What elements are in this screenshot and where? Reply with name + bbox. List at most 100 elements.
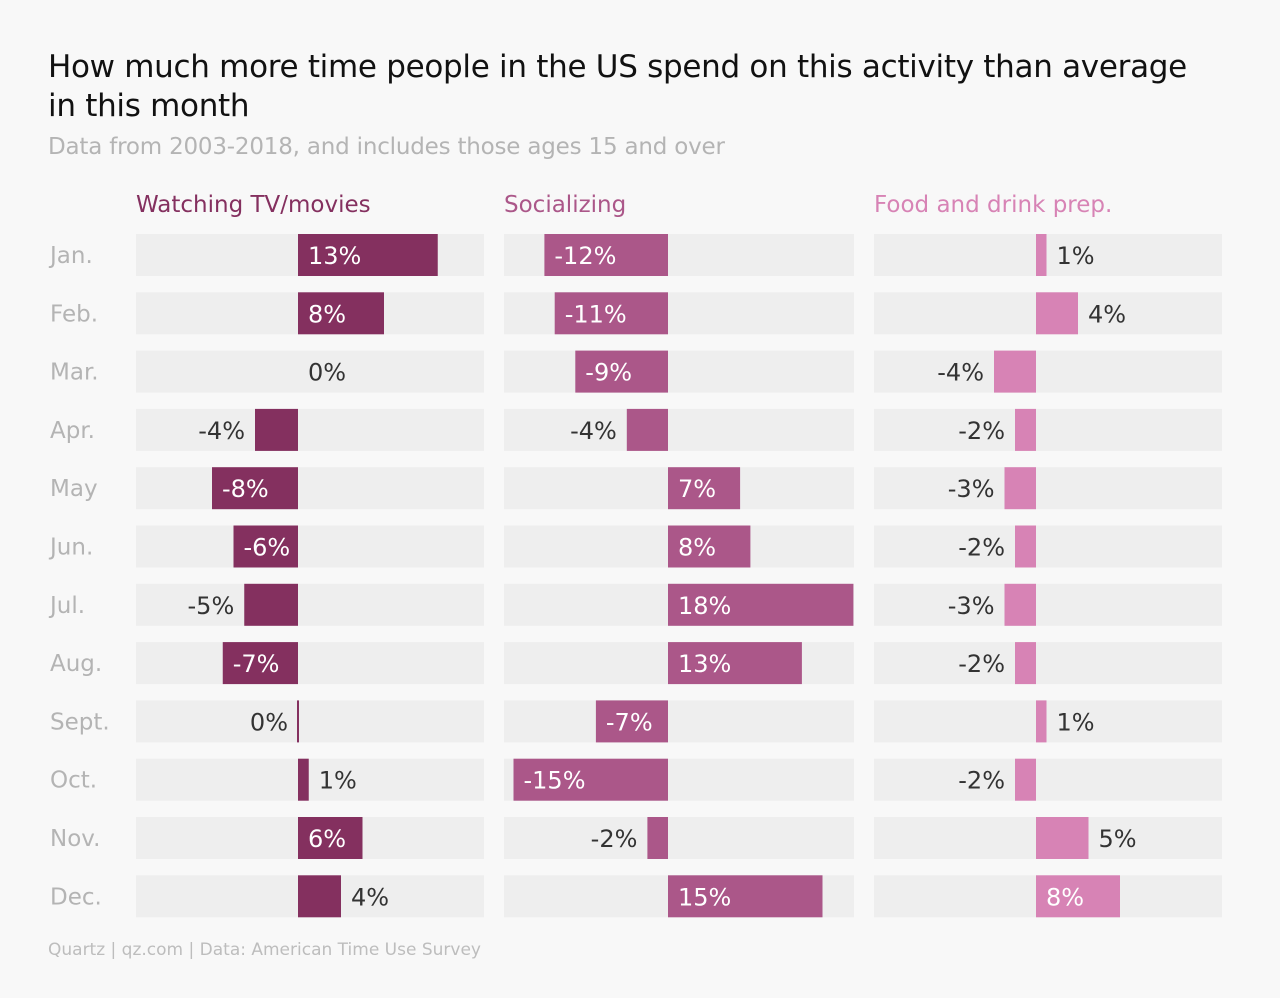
value-label: -4% [570,417,617,445]
month-label: Oct. [50,768,97,794]
bar-socializing [554,292,668,335]
value-label: 18% [678,592,731,620]
bar-watching-tv-movies [297,700,299,743]
value-label: -15% [524,767,586,795]
value-label: -7% [233,650,280,678]
value-label: -7% [606,708,653,736]
month-label: Aug. [50,651,102,677]
value-label: -6% [244,534,291,562]
bar-track [874,350,1222,393]
bar-track [874,700,1222,743]
panel-title-socializing: Socializing [504,192,626,218]
chart-subtitle: Data from 2003-2018, and includes those … [48,134,725,160]
value-label: -8% [222,475,269,503]
bar-watching-tv-movies [298,292,384,335]
bar-watching-tv-movies [255,408,298,451]
bar-watching-tv-movies [298,234,438,276]
bar-watching-tv-movies [298,817,363,859]
month-label: Feb. [50,301,98,327]
value-label: -2% [958,650,1005,678]
bar-track [136,700,484,743]
bar-watching-tv-movies [212,467,298,510]
bar-food-and-drink-prep [1004,467,1036,510]
bar-track [136,467,484,510]
bar-socializing [647,817,668,859]
value-label: -2% [958,417,1005,445]
bar-socializing [668,642,802,685]
panel-title-food-and-drink-prep: Food and drink prep. [874,192,1112,218]
bar-track [504,700,854,743]
bar-track [504,817,854,859]
bar-socializing [513,758,668,801]
bar-track [874,642,1222,685]
bar-track [874,525,1222,568]
value-label: 4% [1088,300,1126,328]
bar-food-and-drink-prep [1015,758,1036,801]
value-label: 4% [351,883,389,911]
bar-food-and-drink-prep [1015,408,1036,451]
chart-title: How much more time people in the US spen… [48,49,1187,124]
bar-track [504,350,854,393]
bar-track [136,758,484,801]
bar-track [136,408,484,451]
value-label: -3% [948,475,995,503]
month-label: Nov. [50,826,100,852]
value-label: -2% [958,767,1005,795]
bar-food-and-drink-prep [1015,525,1036,568]
bar-track [136,525,484,568]
bar-food-and-drink-prep [1004,583,1036,626]
value-label: -2% [958,534,1005,562]
bar-socializing [595,700,668,743]
month-label: Jun. [48,535,93,561]
value-label: 7% [678,475,716,503]
month-label: Jan. [48,243,93,269]
value-label: 0% [308,359,346,387]
bar-socializing [575,350,668,393]
value-label: 6% [308,825,346,853]
value-label: 15% [678,883,731,911]
bar-socializing [668,525,751,568]
source-note: Quartz | qz.com | Data: American Time Us… [48,940,481,960]
month-label: Dec. [50,884,102,910]
value-label: -4% [937,359,984,387]
value-label: -2% [591,825,638,853]
bar-food-and-drink-prep [994,350,1036,393]
bar-food-and-drink-prep [1036,700,1047,743]
bar-track [874,583,1222,626]
bar-food-and-drink-prep [1036,234,1047,276]
value-label: 8% [308,300,346,328]
bar-watching-tv-movies [244,583,298,626]
month-label: Sept. [50,709,110,735]
value-label: -4% [198,417,245,445]
bar-socializing [668,875,823,918]
bar-food-and-drink-prep [1036,292,1078,335]
value-label: -11% [565,300,627,328]
value-label: 1% [1057,708,1095,736]
bar-food-and-drink-prep [1036,875,1120,918]
month-label: May [50,476,98,502]
bar-track [874,234,1222,276]
bar-track [504,408,854,451]
bar-watching-tv-movies [298,758,309,801]
bar-food-and-drink-prep [1036,817,1089,859]
bar-watching-tv-movies [222,642,298,685]
value-label: 5% [1099,825,1137,853]
value-label: 13% [678,650,731,678]
value-label: -12% [554,242,616,270]
bar-track [874,467,1222,510]
bar-socializing [668,583,854,626]
bar-track [874,758,1222,801]
bar-socializing [544,234,668,276]
bar-socializing [626,408,668,451]
bar-track [136,642,484,685]
bar-watching-tv-movies [298,875,341,918]
month-label: Mar. [50,360,99,386]
panel-title-watching-tv-movies: Watching TV/movies [136,192,371,218]
bar-track [136,583,484,626]
value-label: 13% [308,242,361,270]
value-label: 1% [319,767,357,795]
value-label: 0% [250,708,288,736]
month-label: Apr. [50,418,95,444]
bar-track [874,408,1222,451]
